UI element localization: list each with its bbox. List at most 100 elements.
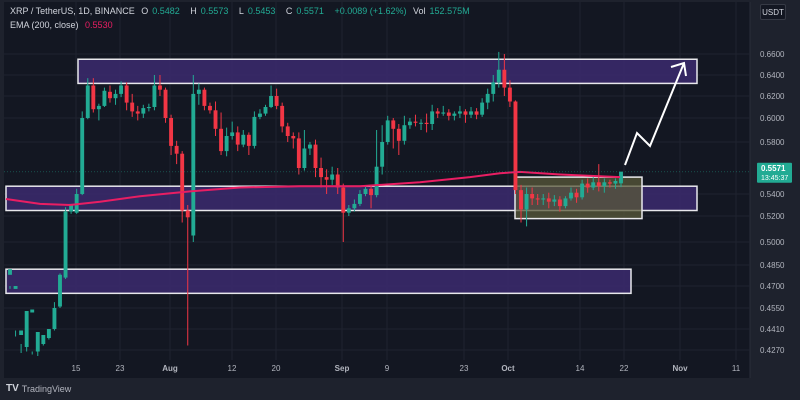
candle [180,153,185,211]
candle [613,181,618,184]
candle [202,89,207,106]
vol-value: 152.575M [429,6,470,16]
open-label: O [141,6,149,16]
time-tick: Nov [672,364,688,373]
candle [252,116,257,146]
candle [235,132,240,145]
candle [363,188,368,194]
candle [302,148,307,168]
price-tick: 0.5400 [760,190,785,199]
candle [530,194,535,199]
candle [519,190,523,210]
candle [485,93,490,103]
candle [469,111,473,115]
time-tick: Oct [501,364,515,373]
candle [369,188,373,196]
candle [213,110,218,129]
low-label: L [238,6,244,16]
time-tick: 23 [460,364,469,373]
price-tick: 0.6400 [760,71,785,80]
price-tick: 0.4550 [760,304,785,313]
candle [313,144,318,168]
candle [596,182,601,187]
price-tick: 0.5000 [760,238,785,247]
candle [41,335,46,344]
price-tick: 0.4410 [760,325,785,334]
candle [585,183,590,188]
candle [524,194,529,210]
candle [246,134,251,146]
candle [446,112,451,116]
ema-legend[interactable]: EMA (200, close) 0.5530 [10,20,117,30]
candle [208,105,212,111]
candle [196,89,201,94]
candle [230,132,235,136]
candle [46,329,51,338]
candle [219,128,224,152]
price-tick: 0.6600 [760,50,785,59]
candle [402,125,407,141]
time-tick: Sep [335,364,350,373]
ohlc-legend: XRP / TetherUS, 1D, BINANCE O 0.5482 H 0.5… [10,6,478,16]
candle [269,96,274,107]
candle [319,168,323,178]
candle [496,69,501,83]
price-tick: 0.4270 [760,346,785,355]
candle [557,199,562,207]
candle [424,122,429,124]
vol-label: Vol [413,6,426,16]
candle [174,145,179,154]
candle [80,118,85,194]
price-tick: 0.5200 [760,212,785,221]
candle [341,187,346,213]
candle [158,85,162,90]
currency-button[interactable]: USDT [760,4,786,20]
time-tick: 22 [620,364,629,373]
candle [8,269,12,275]
ema-value: 0.5530 [85,20,113,30]
tradingview-logo[interactable]: TV TradingView [6,383,71,394]
candle [58,274,62,307]
candle [119,85,124,94]
candle [102,90,107,106]
resistance-zone [77,58,698,85]
candle [308,144,312,149]
candle [552,199,557,202]
candle [591,182,596,188]
symbol-label: XRP / TetherUS, 1D, BINANCE [10,6,135,16]
candle [169,118,174,146]
candle-countdown: 13:45:37 [761,175,788,182]
time-tick: 12 [228,364,237,373]
candle [135,111,140,114]
candle [108,91,112,99]
candle [474,111,479,115]
candle [124,85,129,103]
candle [63,211,68,278]
candle [607,182,612,184]
price-tick: 0.4850 [760,261,785,270]
candle [413,121,418,123]
candle [113,93,118,99]
candle [569,192,573,199]
candle [546,198,551,202]
candle [435,111,440,114]
candle [391,120,396,129]
candle [491,82,496,94]
candle [52,308,57,329]
candle [152,85,157,107]
ema-line [5,170,621,207]
candle [619,171,623,184]
price-tick: 0.5800 [760,138,785,147]
candle [291,136,296,139]
tradingview-name: TradingView [21,383,72,394]
candle [274,96,279,106]
candle [96,105,101,110]
price-tick: 0.6000 [760,114,785,123]
time-tick: 15 [72,364,81,373]
candle [430,111,435,124]
candle [507,87,512,102]
time-tick: 9 [385,364,390,373]
candle [396,128,401,141]
